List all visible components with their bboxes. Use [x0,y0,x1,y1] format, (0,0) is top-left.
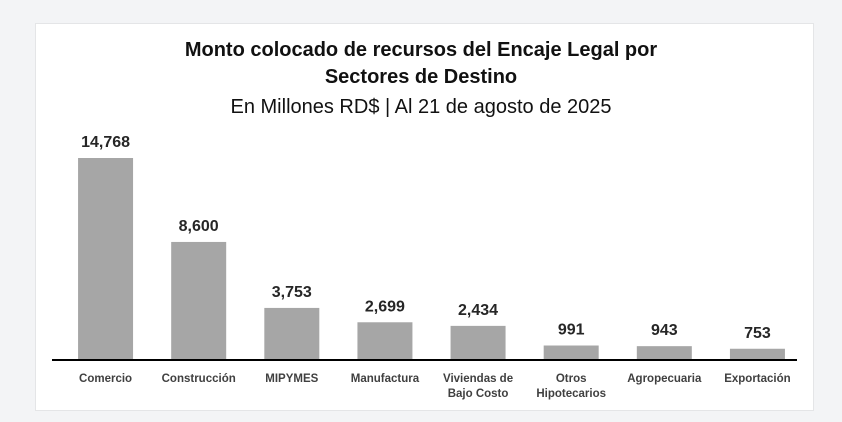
value-label: 14,768 [81,134,130,151]
chart-subtitle: En Millones RD$ | Al 21 de agosto de 202… [230,96,612,118]
bar [171,241,227,359]
value-label: 943 [651,322,678,339]
category-label: Hipotecarios [536,388,606,400]
bar [450,325,506,359]
category-label: Viviendas de [443,373,513,385]
chart-title-line-1: Monto colocado de recursos del Encaje Le… [184,39,658,61]
category-label: Comercio [79,373,132,385]
value-label: 2,699 [365,298,405,315]
category-label: Manufactura [351,373,420,385]
category-label: Exportación [724,373,790,385]
category-label: Bajo Costo [448,388,509,400]
bar [543,345,599,359]
bar [357,322,413,359]
value-label: 2,434 [458,302,498,319]
value-label: 8,600 [179,218,219,235]
bar [264,307,320,359]
category-label: MIPYMES [265,373,318,385]
chart-title-line-2: Sectores de Destino [324,66,518,88]
bar [78,158,134,359]
value-label: 753 [744,325,771,342]
bar [729,348,785,359]
category-label: Otros [556,373,587,385]
value-label: 991 [558,322,585,339]
category-label: Agropecuaria [627,373,702,385]
bar [636,346,692,359]
value-label: 3,753 [272,284,312,301]
category-label: Construcción [162,373,236,385]
